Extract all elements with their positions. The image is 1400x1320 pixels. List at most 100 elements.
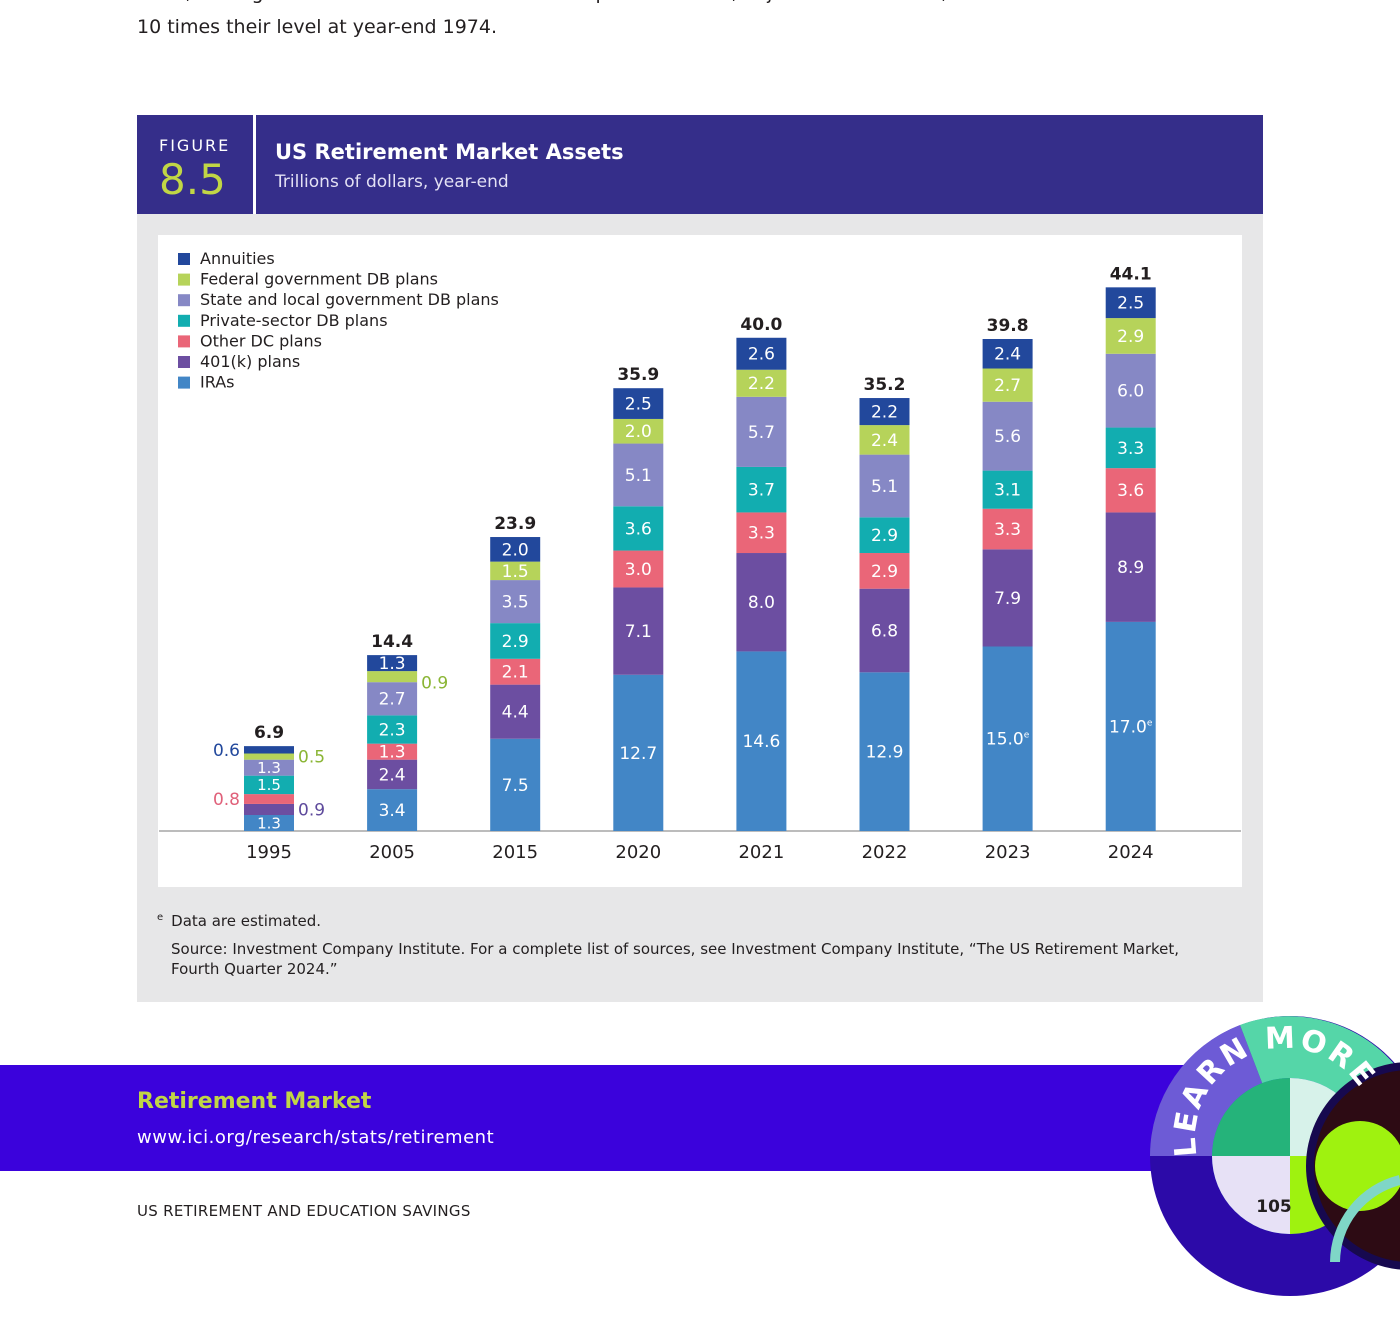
- intro-line: 10 times their level at year-end 1974.: [137, 16, 497, 38]
- data-label: 3.3: [1117, 439, 1144, 459]
- bar-segment: [736, 337, 787, 370]
- bar-segment: [982, 368, 1033, 402]
- data-label: 2.2: [748, 374, 775, 394]
- data-label: 2.9: [871, 562, 898, 582]
- figure-label: FIGURE: [159, 136, 231, 155]
- page-number: 105: [1256, 1197, 1292, 1217]
- data-label-callout: 0.5: [298, 748, 325, 768]
- data-label: 3.3: [994, 520, 1021, 540]
- figure-header: FIGURE 8.5 US Retirement Market Assets T…: [137, 115, 1263, 214]
- data-label: 6.0: [1117, 382, 1144, 402]
- data-label: 2.0: [502, 540, 529, 560]
- bar-segment: [244, 803, 294, 816]
- bar-segment: [490, 561, 541, 581]
- bar-segment: [367, 759, 418, 790]
- estimate-note-text: Data are estimated.: [171, 912, 322, 930]
- data-label: 12.9: [866, 743, 904, 763]
- figure-title: US Retirement Market Assets: [275, 140, 624, 164]
- bar-segment: [613, 587, 664, 675]
- data-label: 2.1: [502, 663, 529, 683]
- data-label: 2.4: [379, 765, 406, 785]
- data-label: 2.5: [625, 395, 652, 415]
- total-label: 35.9: [617, 365, 659, 385]
- legend-label: 401(k) plans: [200, 352, 300, 371]
- data-label: 7.9: [994, 589, 1021, 609]
- bar-segment: [367, 789, 418, 831]
- bar-segment: [736, 553, 787, 652]
- data-label: 5.1: [871, 477, 898, 497]
- bar-segment: [859, 588, 910, 673]
- bar-segment: [1105, 621, 1156, 831]
- legend-swatch: [178, 314, 190, 327]
- bar-segment: [736, 512, 787, 554]
- learn-more-link[interactable]: www.ici.org/research/stats/retirement: [137, 1127, 495, 1148]
- total-label: 14.4: [371, 632, 413, 652]
- data-label-callout: 0.6: [213, 741, 240, 761]
- total-label: 23.9: [494, 514, 536, 534]
- data-label: 1.3: [257, 759, 281, 777]
- data-label: 3.7: [748, 481, 775, 501]
- learn-more-badge[interactable]: LEARN MORE 105: [1150, 1016, 1400, 1320]
- bar-segment: [1105, 287, 1156, 319]
- data-label: 1.3: [379, 654, 406, 674]
- bar-segment: [859, 398, 910, 426]
- legend-swatch: [178, 253, 190, 265]
- bar-segment: [982, 339, 1033, 369]
- x-tick-label: 1995: [246, 842, 292, 863]
- x-tick-label: 2015: [492, 842, 538, 863]
- data-label: 2.3: [379, 720, 406, 740]
- chart-panel: Annuities Federal government DB plans Stat…: [158, 235, 1242, 887]
- bar-segment: [859, 454, 910, 518]
- bar-segment: [1105, 468, 1156, 513]
- data-label-callout: 0.9: [298, 800, 325, 820]
- estimate-superscript: e: [1147, 718, 1153, 728]
- bar-segment: [736, 396, 787, 467]
- data-label: 7.1: [625, 622, 652, 642]
- data-label: 3.4: [379, 801, 406, 821]
- legend-swatch: [178, 273, 190, 286]
- legend-label: Private-sector DB plans: [200, 311, 388, 330]
- bar-segment: [367, 682, 418, 716]
- data-label: 3.6: [625, 519, 652, 539]
- total-label: 39.8: [987, 316, 1029, 336]
- intro-text: 2024, average assets earmarked for retir…: [137, 0, 1197, 44]
- data-label-callout: 0.8: [213, 790, 240, 810]
- data-label: 2.7: [994, 376, 1021, 396]
- x-tick-label: 2005: [369, 842, 415, 863]
- bar-segment: [859, 517, 910, 554]
- bar-segment: [859, 672, 910, 831]
- bar-segment: [1105, 353, 1156, 428]
- x-tick-label: 2023: [985, 842, 1031, 863]
- data-label: 2.4: [871, 431, 898, 451]
- data-label: 5.6: [994, 427, 1021, 447]
- bar-segment: [490, 623, 541, 659]
- bar-segment: [613, 674, 664, 831]
- bar-segment: [490, 580, 541, 624]
- badge-arc-stroke: [1330, 1175, 1400, 1263]
- data-label: 1.3: [379, 743, 406, 763]
- bar-segment: [244, 753, 294, 760]
- data-label: 3.5: [502, 593, 529, 613]
- legend-label: Annuities: [200, 249, 275, 268]
- total-label: 35.2: [864, 375, 906, 395]
- data-label: 3.0: [625, 560, 652, 580]
- legend-label: Federal government DB plans: [200, 270, 438, 289]
- bar-segment: [736, 466, 787, 513]
- bar-segment: [613, 550, 664, 588]
- data-label-callout: 0.9: [421, 674, 448, 694]
- bar-segment: [613, 418, 664, 444]
- x-tick-label: 2022: [862, 842, 908, 863]
- x-tick-label: 2024: [1108, 842, 1154, 863]
- legend-label: IRAs: [200, 373, 234, 392]
- figure-number-box: FIGURE 8.5: [137, 115, 256, 214]
- bar-segment: [244, 815, 294, 831]
- estimate-note: e Data are estimated.: [157, 912, 321, 930]
- data-label: 1.3: [257, 814, 281, 832]
- stacked-bar-chart: Annuities Federal government DB plansStat…: [159, 249, 1241, 863]
- bar-segment: [736, 651, 787, 831]
- bar-segment: [490, 738, 541, 831]
- data-label: 7.5: [502, 776, 529, 796]
- data-label: 12.7: [619, 744, 657, 764]
- bar-segment: [613, 506, 664, 551]
- x-tick-label: 2021: [738, 842, 784, 863]
